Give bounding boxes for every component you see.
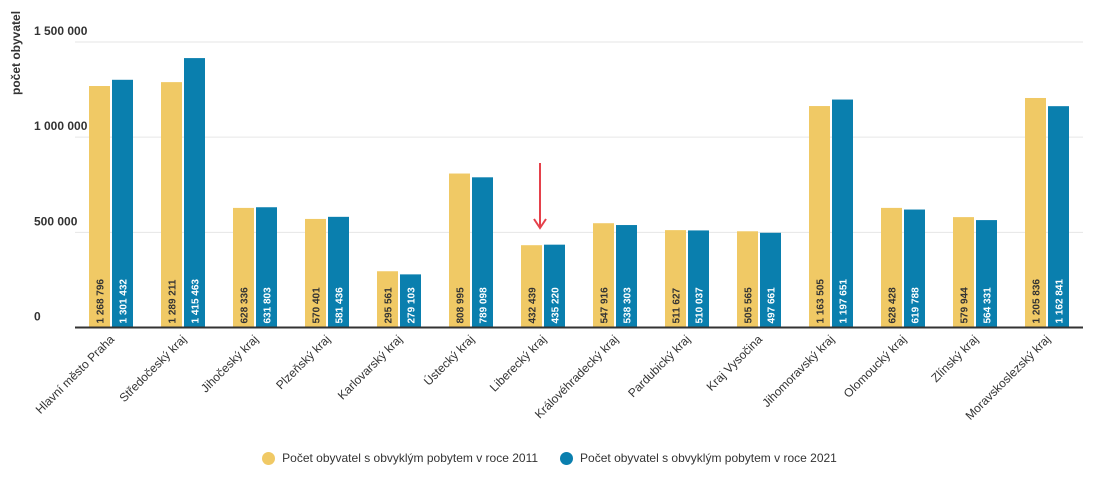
bar-2011 [665, 230, 686, 328]
data-label: 511 627 [672, 287, 683, 323]
x-tick-label: Středočeský kraj [116, 332, 189, 405]
x-tick-label: Jihočeský kraj [198, 332, 261, 395]
data-label: 628 428 [888, 287, 899, 324]
data-label: 510 037 [695, 287, 706, 324]
x-axis-ticks: Hlavní město Praha Středočeský kraj Jihoče… [33, 332, 1053, 423]
data-label: 435 220 [551, 287, 562, 324]
data-label: 1 415 463 [191, 279, 202, 324]
bar-2021 [328, 216, 349, 328]
data-label: 497 661 [767, 287, 778, 324]
bar-2011 [1025, 97, 1046, 328]
legend: Počet obyvatel s obvyklým pobytem v roce… [0, 451, 1099, 465]
data-label: 295 561 [384, 287, 395, 324]
grid-lines [75, 41, 1083, 233]
legend-swatch-2021 [560, 451, 574, 465]
arrow-head [533, 218, 547, 230]
bar-2021 [112, 79, 133, 328]
data-label: 1 268 796 [96, 279, 107, 324]
bar-2011 [521, 245, 542, 328]
x-tick-label: Karlovarský kraj [335, 332, 405, 402]
arrow-annotation [533, 163, 547, 230]
y-axis-label: počet obyvatel [9, 11, 23, 95]
bar-2011 [377, 271, 398, 328]
bar-2021 [976, 220, 997, 328]
y-tick-label: 0 [34, 310, 41, 324]
bar-2011 [881, 207, 902, 328]
legend-label-2011: Počet obyvatel s obvyklým pobytem v roce… [282, 451, 539, 465]
bar-2021 [400, 274, 421, 328]
x-tick-label: Zlínský kraj [928, 332, 981, 385]
x-tick-label: Jihomoravský kraj [759, 332, 837, 410]
bar-2011 [809, 106, 830, 328]
bar-2011 [737, 231, 758, 328]
data-label: 1 162 841 [1055, 279, 1066, 324]
data-label: 432 439 [528, 287, 539, 324]
x-tick-label: Kraj Vysočina [704, 332, 766, 394]
data-label: 789 098 [479, 287, 490, 324]
x-tick-label: Hlavní město Praha [33, 332, 118, 417]
data-label: 579 944 [960, 287, 971, 324]
y-tick-label: 500 000 [34, 214, 78, 228]
bar-2021 [1048, 106, 1069, 328]
bar-2021 [832, 99, 853, 328]
bar-2011 [305, 218, 326, 328]
data-label: 279 103 [407, 287, 418, 324]
x-tick-label: Liberecký kraj [487, 332, 549, 394]
bars: 1 268 796 1 301 432 1 289 211 1 415 463 628 … [89, 58, 1069, 328]
x-tick-label: Ústecký kraj [420, 332, 477, 389]
data-label: 1 301 432 [119, 279, 130, 324]
data-label: 619 788 [911, 287, 922, 324]
bar-2021 [760, 232, 781, 328]
y-tick-label: 1 000 000 [34, 119, 88, 133]
data-label: 1 205 836 [1032, 279, 1043, 324]
bar-2021 [472, 177, 493, 328]
bar-2011 [953, 217, 974, 328]
data-label: 564 331 [983, 287, 994, 324]
bar-2021 [688, 230, 709, 328]
bar-2021 [184, 58, 205, 328]
bar-2021 [616, 225, 637, 328]
data-label: 628 336 [240, 287, 251, 324]
y-axis-ticks: 0 500 000 1 000 000 1 500 000 [34, 24, 88, 324]
legend-swatch-2011 [262, 451, 276, 465]
bar-2011 [89, 86, 110, 328]
data-label: 581 436 [335, 287, 346, 324]
data-label: 547 916 [600, 287, 611, 324]
data-label: 1 163 505 [816, 279, 827, 324]
data-label: 631 803 [263, 287, 274, 324]
data-label: 505 565 [744, 287, 755, 324]
legend-label-2021: Počet obyvatel s obvyklým pobytem v roce… [580, 451, 837, 465]
bar-2011 [593, 223, 614, 328]
bar-2011 [233, 207, 254, 328]
bar-2021 [904, 209, 925, 328]
legend-item-2021[interactable]: Počet obyvatel s obvyklým pobytem v roce… [560, 451, 837, 465]
bar-2021 [256, 207, 277, 328]
bar-2021 [544, 244, 565, 328]
data-label: 538 303 [623, 287, 634, 324]
bar-2011 [449, 173, 470, 328]
data-label: 1 197 651 [839, 279, 850, 324]
data-label: 1 289 211 [168, 279, 179, 323]
legend-item-2011[interactable]: Počet obyvatel s obvyklým pobytem v roce… [262, 451, 538, 465]
x-tick-label: Plzeňský kraj [273, 332, 333, 392]
x-tick-label: Olomoucký kraj [841, 332, 909, 400]
y-tick-label: 1 500 000 [34, 24, 88, 38]
data-label: 808 995 [456, 287, 467, 324]
bar-2011 [161, 82, 182, 328]
data-label: 570 401 [312, 287, 323, 324]
x-tick-label: Pardubický kraj [625, 332, 693, 400]
